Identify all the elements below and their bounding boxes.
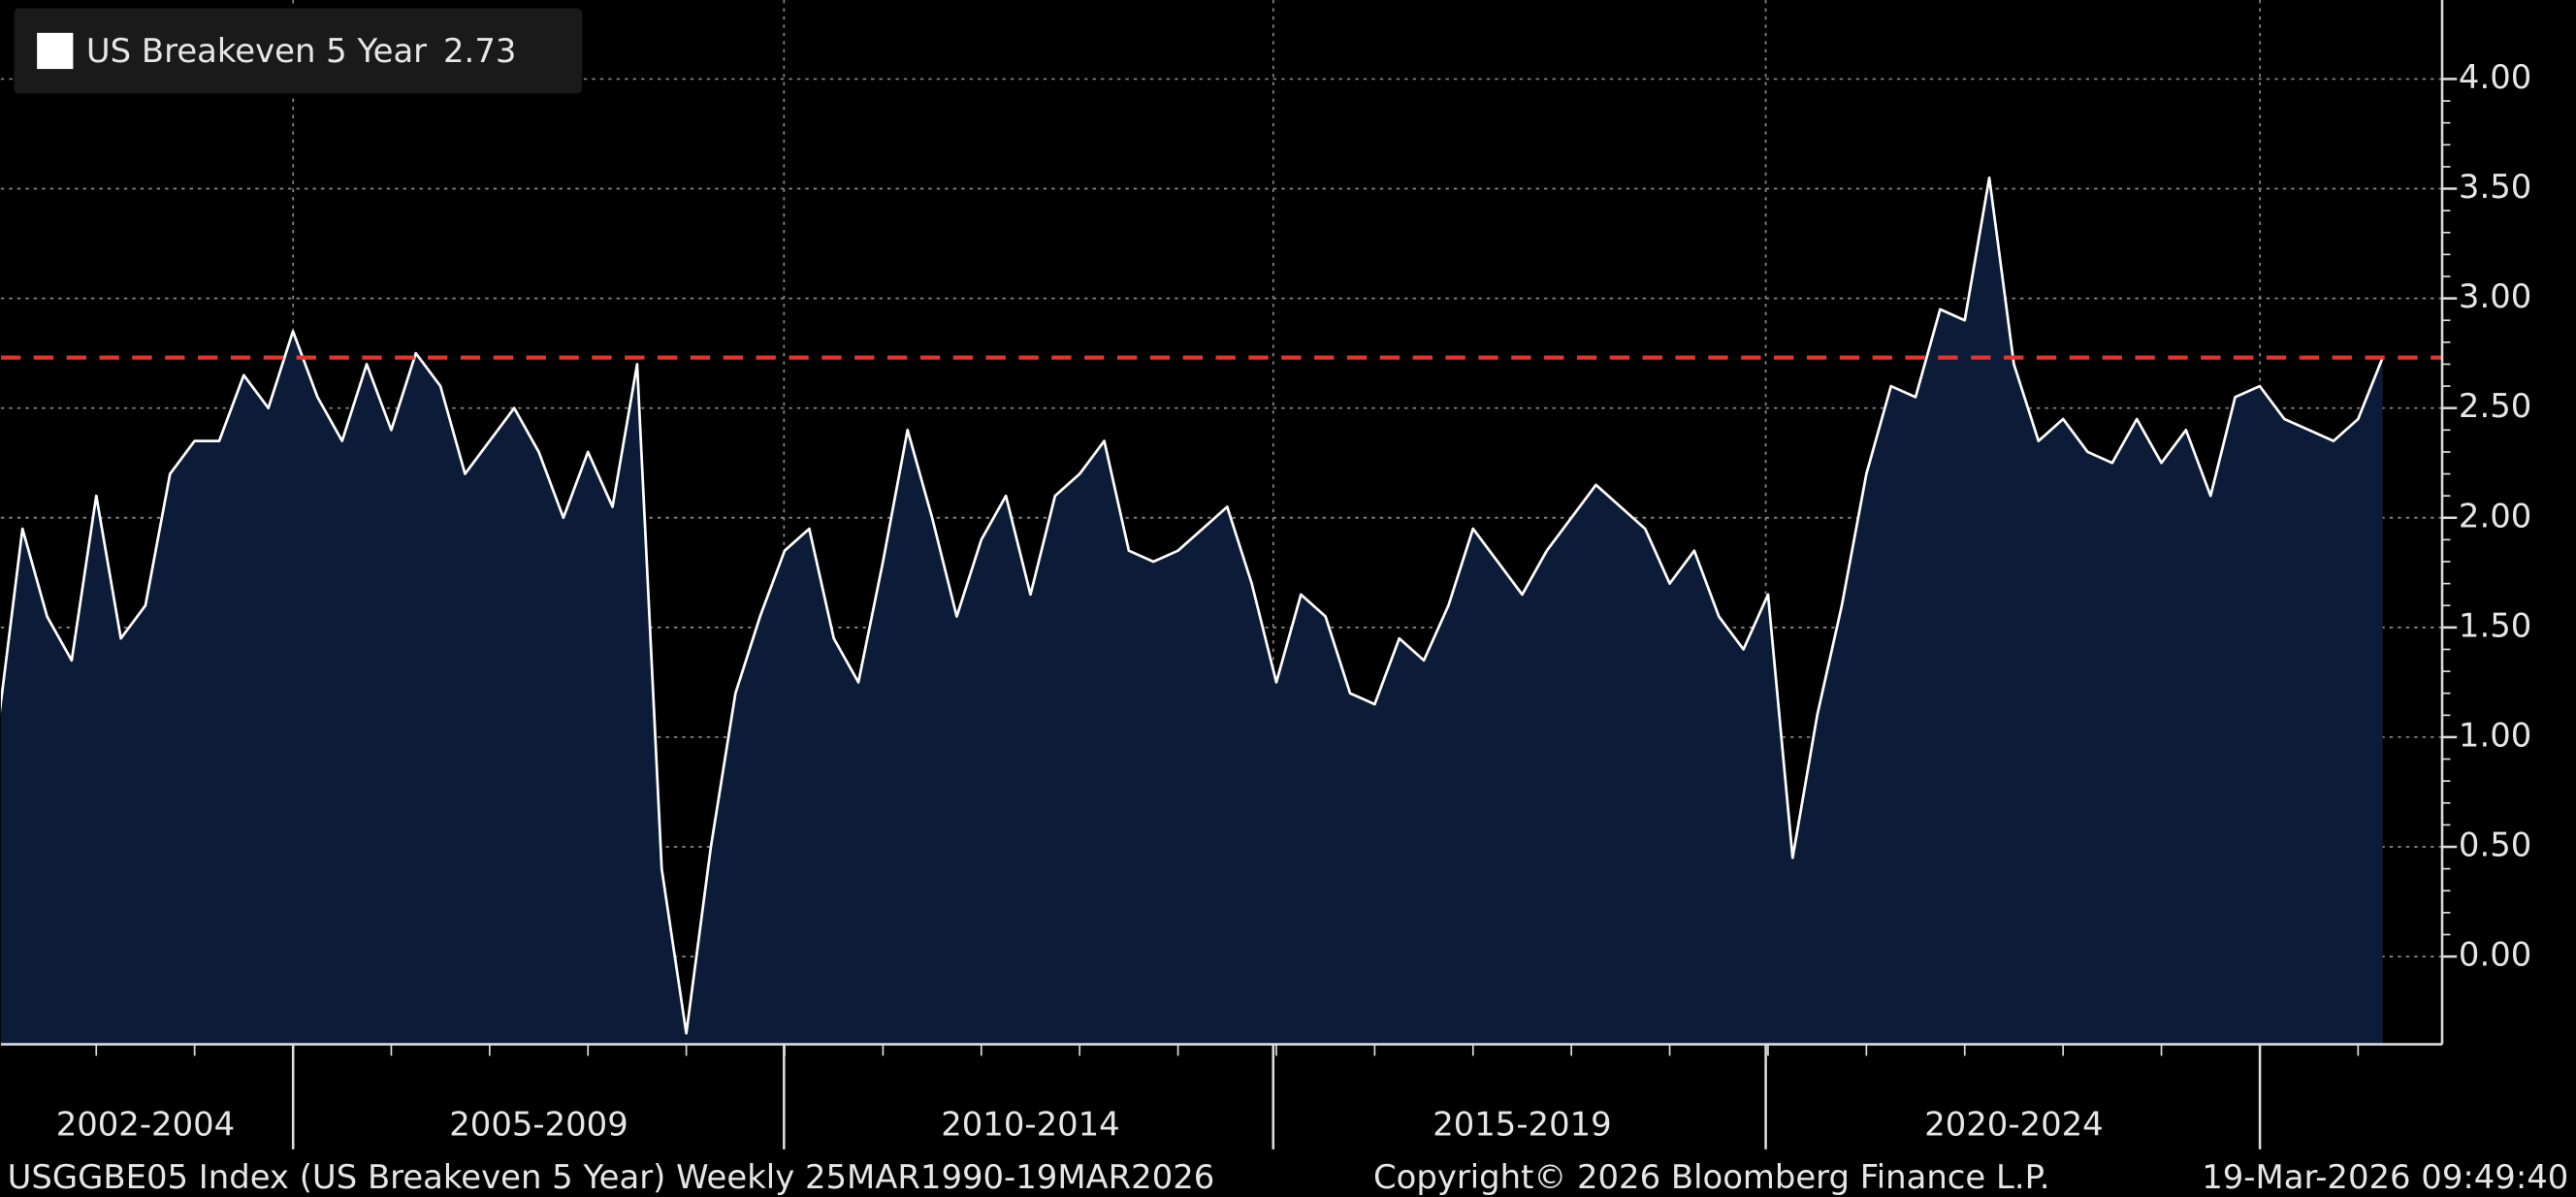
x-tick-label: 2002-2004: [56, 1106, 235, 1144]
legend-label: US Breakeven 5 Year: [86, 32, 427, 70]
footer-center: Copyright© 2026 Bloomberg Finance L.P.: [1373, 1158, 2049, 1196]
x-tick-label: 2020-2024: [1924, 1106, 2103, 1144]
x-tick-label: 2005-2009: [449, 1106, 628, 1144]
y-tick-label: 1.00: [2459, 716, 2531, 754]
y-tick-label: 3.00: [2459, 277, 2531, 315]
footer-right: 19-Mar-2026 09:49:40: [2202, 1158, 2568, 1196]
y-tick-label: 0.00: [2459, 936, 2531, 974]
footer-left: USGGBE05 Index (US Breakeven 5 Year) Wee…: [8, 1158, 1215, 1196]
y-tick-label: 2.00: [2459, 497, 2531, 534]
legend-swatch: [37, 32, 74, 70]
y-tick-label: 3.50: [2459, 168, 2531, 206]
y-tick-label: 1.50: [2459, 606, 2531, 644]
plot-area: [0, 176, 2442, 1045]
legend-box: [14, 8, 583, 94]
x-tick-label: 2010-2014: [941, 1106, 1119, 1144]
area: [0, 178, 2383, 1045]
y-tick-label: 0.50: [2459, 826, 2531, 864]
axes: 0.00 0.50 1.00 1.50 2.00 2.50 3.00 3.50 4.00 2002…: [0, 0, 2531, 1149]
y-tick-label: 2.50: [2459, 387, 2531, 425]
legend-entry: US Breakeven 5 Year 2.73: [86, 32, 516, 70]
x-tick-label: 2015-2019: [1433, 1106, 1611, 1144]
line: [0, 176, 2384, 1035]
legend-value: 2.73: [443, 32, 516, 70]
y-tick-label: 4.00: [2459, 58, 2531, 96]
